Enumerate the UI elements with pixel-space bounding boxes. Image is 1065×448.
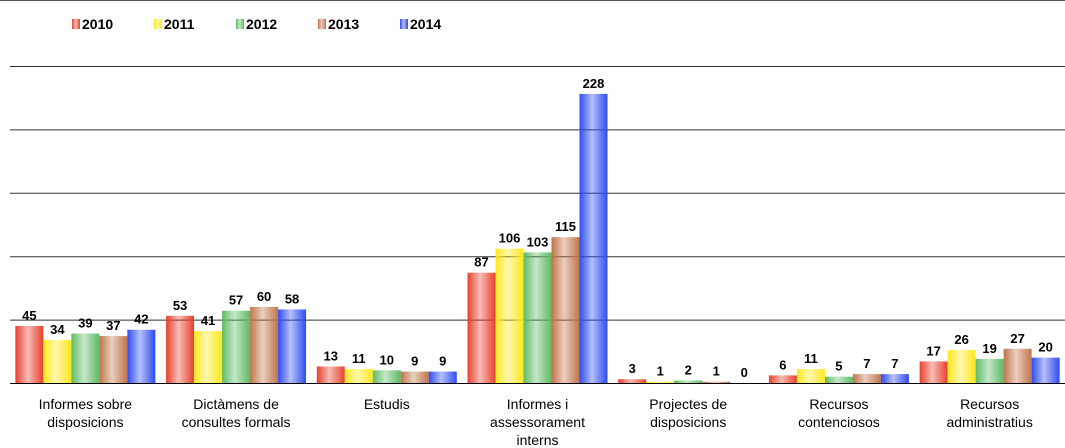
value-label: 87 (474, 255, 488, 270)
legend-swatch (400, 19, 408, 29)
value-label: 11 (352, 351, 366, 366)
value-label: 6 (779, 357, 786, 372)
value-label: 7 (891, 356, 898, 371)
bar (646, 381, 675, 383)
bar (1031, 357, 1060, 383)
value-label: 1 (657, 364, 664, 379)
legend-label: 2010 (82, 16, 113, 32)
bar (43, 339, 72, 383)
value-label: 2 (685, 362, 692, 377)
bar (796, 369, 825, 383)
bar (618, 379, 647, 383)
x-tick-label: Informes i assessorament interns (490, 396, 585, 448)
value-label: 60 (257, 289, 271, 304)
bar (400, 371, 429, 383)
value-label: 5 (835, 359, 842, 374)
value-label: 58 (285, 291, 299, 306)
value-label: 11 (804, 351, 818, 366)
bar (344, 369, 373, 383)
bar (15, 325, 44, 383)
legend-swatch (236, 19, 244, 29)
bar (99, 336, 128, 383)
value-label: 106 (499, 231, 521, 246)
x-tick-label: Recursos administratius (946, 396, 1032, 430)
bar (768, 375, 797, 383)
value-label: 39 (78, 316, 92, 331)
value-label: 20 (1038, 340, 1052, 355)
bar (975, 358, 1004, 383)
legend-swatch (72, 19, 80, 29)
bar (222, 310, 251, 383)
bar (674, 380, 703, 383)
bar (551, 237, 580, 383)
value-label: 26 (954, 332, 968, 347)
legend-swatch (154, 19, 162, 29)
bar (372, 370, 401, 383)
bar (467, 272, 496, 383)
value-label: 45 (22, 308, 36, 323)
bar (824, 376, 853, 383)
legend-label: 2013 (328, 16, 359, 32)
bar (316, 366, 345, 383)
bar (1003, 348, 1032, 383)
bar (852, 374, 881, 383)
value-label: 10 (380, 352, 394, 367)
x-tick-label: Dictàmens de consultes formals (182, 396, 291, 430)
bar (947, 350, 976, 383)
value-label: 13 (324, 349, 338, 364)
x-tick-label: Projectes de disposicions (649, 396, 727, 430)
bar (919, 361, 948, 383)
legend-label: 2014 (410, 16, 441, 32)
bar (250, 306, 279, 383)
value-label: 41 (201, 313, 215, 328)
value-label: 17 (926, 343, 940, 358)
bar (702, 381, 731, 383)
bar (71, 333, 100, 383)
bar (278, 309, 307, 383)
bar (495, 248, 524, 383)
value-label: 34 (50, 322, 65, 337)
legend-label: 2012 (246, 16, 277, 32)
value-label: 37 (106, 318, 120, 333)
bar (523, 252, 552, 383)
value-label: 57 (229, 293, 243, 308)
value-label: 0 (741, 365, 748, 380)
value-label: 228 (583, 76, 605, 91)
value-label: 27 (1010, 331, 1024, 346)
bar (428, 371, 457, 383)
legend-label: 2011 (164, 16, 195, 32)
bar (880, 374, 909, 383)
value-label: 103 (527, 234, 549, 249)
value-label: 1 (713, 364, 720, 379)
legend-swatch (318, 19, 326, 29)
bar (166, 315, 195, 383)
bar (194, 331, 223, 383)
value-label: 115 (555, 219, 576, 234)
bar (127, 329, 156, 383)
value-label: 42 (134, 312, 148, 327)
value-label: 3 (629, 361, 636, 376)
value-label: 9 (439, 354, 446, 369)
bar (579, 93, 608, 384)
value-label: 9 (411, 354, 418, 369)
value-label: 7 (863, 356, 870, 371)
x-tick-label: Informes sobre disposicions (39, 396, 133, 430)
x-tick-label: Estudis (364, 396, 410, 412)
value-label: 53 (173, 298, 187, 313)
value-label: 19 (982, 341, 996, 356)
x-tick-label: Recursos contenciosos (798, 396, 880, 430)
